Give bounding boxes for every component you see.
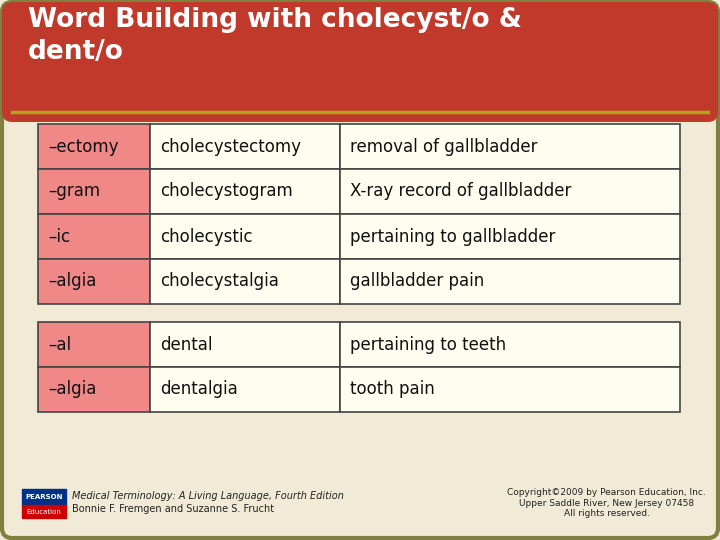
Text: cholecystogram: cholecystogram [160,183,293,200]
Bar [340,124,680,169]
Text: Bonnie F. Fremgen and Suzanne S. Frucht: Bonnie F. Fremgen and Suzanne S. Frucht [72,504,274,514]
Text: –gram: –gram [48,183,100,200]
Text: dentalgia: dentalgia [160,381,238,399]
Bar [38,259,150,304]
Text: PEARSON: PEARSON [25,494,63,500]
Bar [22,489,66,505]
Bar [150,367,340,412]
Text: Education: Education [27,509,61,515]
Bar [150,322,340,367]
Bar [22,505,66,518]
Text: –algia: –algia [48,381,96,399]
Text: Word Building with cholecyst/o &
dent/o: Word Building with cholecyst/o & dent/o [28,7,522,65]
Bar [340,367,680,412]
Bar [340,214,680,259]
Text: Copyright©2009 by Pearson Education, Inc.
Upper Saddle River, New Jersey 07458
A: Copyright©2009 by Pearson Education, Inc… [508,488,706,518]
Text: gallbladder pain: gallbladder pain [350,273,485,291]
Text: Medical Terminology: A Living Language, Fourth Edition: Medical Terminology: A Living Language, … [72,491,344,501]
Text: pertaining to gallbladder: pertaining to gallbladder [350,227,555,246]
Bar [38,124,150,169]
Bar [38,367,150,412]
Bar [340,259,680,304]
Bar [150,259,340,304]
Bar [12,62,708,112]
Text: cholecystic: cholecystic [160,227,253,246]
Bar [38,322,150,367]
Bar [150,124,340,169]
Text: removal of gallbladder: removal of gallbladder [350,138,538,156]
Text: cholecystectomy: cholecystectomy [160,138,301,156]
Bar [150,214,340,259]
Text: X-ray record of gallbladder: X-ray record of gallbladder [350,183,572,200]
Bar [150,169,340,214]
Text: –algia: –algia [48,273,96,291]
Text: –ectomy: –ectomy [48,138,119,156]
FancyBboxPatch shape [2,2,718,122]
Text: pertaining to teeth: pertaining to teeth [350,335,506,354]
Bar [38,214,150,259]
Text: –ic: –ic [48,227,70,246]
Text: cholecystalgia: cholecystalgia [160,273,279,291]
Text: dental: dental [160,335,212,354]
Bar [340,322,680,367]
Bar [340,169,680,214]
Text: –al: –al [48,335,71,354]
Bar [38,169,150,214]
Text: tooth pain: tooth pain [350,381,435,399]
